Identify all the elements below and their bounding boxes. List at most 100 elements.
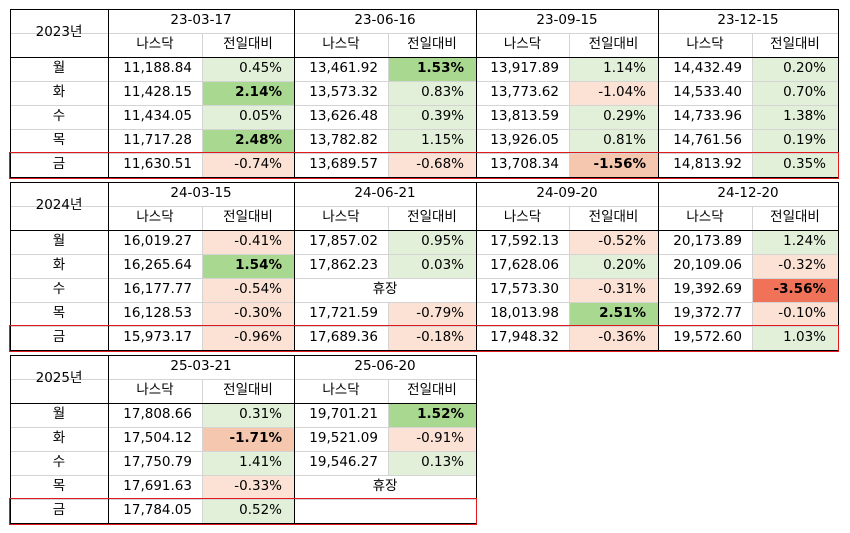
- change-value: -0.96%: [234, 329, 282, 346]
- nasdaq-value: 11,188.84: [123, 60, 192, 77]
- nasdaq-value: 16,128.53: [123, 305, 192, 322]
- change-value: 0.29%: [603, 108, 646, 125]
- change-value: -0.74%: [234, 156, 282, 173]
- change-cell-bg: [203, 452, 294, 475]
- change-cell-bg: [753, 255, 838, 278]
- nasdaq-value: 13,773.62: [490, 84, 559, 101]
- week-date-header: 25-03-21: [170, 358, 232, 375]
- nasdaq-value: 13,626.48: [309, 108, 378, 125]
- grid-line: [10, 302, 838, 303]
- change-cell-bg: [570, 231, 658, 254]
- nasdaq-value: 14,533.40: [673, 84, 742, 101]
- change-cell-bg: [203, 154, 294, 177]
- day-label: 월: [52, 233, 66, 250]
- nasdaq-value: 13,813.59: [490, 108, 559, 125]
- change-value: -0.68%: [416, 156, 464, 173]
- grid-line: [752, 206, 753, 350]
- nasdaq-value: 17,504.12: [123, 430, 192, 447]
- change-cell-bg: [753, 58, 838, 81]
- block-border: [10, 182, 11, 351]
- day-label: 금: [52, 329, 66, 346]
- change-value: 0.20%: [783, 60, 826, 77]
- year-label-2023: 2023년: [35, 24, 83, 41]
- block-border: [10, 355, 476, 356]
- nasdaq-value: 11,630.51: [123, 156, 192, 173]
- change-cell-bg: [570, 154, 658, 177]
- change-cell-bg: [753, 303, 838, 326]
- change-column-header: 전일대비: [588, 209, 639, 226]
- nasdaq-value: 16,177.77: [123, 281, 192, 298]
- nasdaq-value: 20,173.89: [673, 233, 742, 250]
- change-cell-bg: [203, 82, 294, 105]
- change-column-header: 전일대비: [770, 209, 820, 226]
- grid-line: [569, 33, 570, 177]
- day-label: 목: [52, 132, 66, 149]
- grid-line: [10, 33, 838, 34]
- grid-line: [388, 206, 389, 350]
- nasdaq-value: 11,434.05: [123, 108, 192, 125]
- change-column-header: 전일대비: [407, 382, 457, 399]
- change-value: -0.32%: [778, 257, 826, 274]
- change-value: 0.45%: [239, 60, 282, 77]
- grid-line: [752, 33, 753, 177]
- change-cell-bg: [389, 58, 476, 81]
- change-cell-bg: [389, 428, 476, 451]
- change-cell-bg: [753, 231, 838, 254]
- change-cell-bg: [203, 303, 294, 326]
- change-cell-bg: [570, 106, 658, 129]
- change-value: 2.14%: [235, 84, 282, 101]
- block-border: [10, 9, 11, 178]
- nasdaq-value: 16,019.27: [123, 233, 192, 250]
- nasdaq-value: 17,857.02: [309, 233, 378, 250]
- holiday-cell-bg: [295, 279, 475, 302]
- nasdaq-value: 20,109.06: [673, 257, 742, 274]
- change-cell-bg: [570, 327, 658, 350]
- change-value: 0.31%: [239, 406, 282, 423]
- nasdaq-column-header: 나스닥: [136, 209, 174, 226]
- change-value: 0.13%: [421, 454, 464, 471]
- nasdaq-value: 19,701.21: [309, 406, 378, 423]
- block-border: [10, 57, 838, 58]
- grid-line: [202, 379, 203, 523]
- nasdaq-value: 14,813.92: [673, 156, 742, 173]
- week-date-header: 25-06-20: [354, 358, 416, 375]
- change-value: -0.36%: [598, 329, 646, 346]
- nasdaq-value: 17,948.32: [490, 329, 559, 346]
- week-date-header: 24-06-21: [354, 185, 416, 202]
- change-cell-bg: [389, 452, 476, 475]
- change-cell-bg: [203, 58, 294, 81]
- change-value: -0.41%: [234, 233, 282, 250]
- change-value: -0.52%: [598, 233, 646, 250]
- change-cell-bg: [753, 130, 838, 153]
- change-value: -0.10%: [778, 305, 826, 322]
- change-value: 1.41%: [239, 454, 282, 471]
- change-cell-bg: [389, 303, 476, 326]
- week-date-header: 23-12-15: [717, 12, 779, 29]
- year-label-2024: 2024년: [35, 197, 83, 214]
- nasdaq-value: 13,708.34: [490, 156, 559, 173]
- block-border: [10, 182, 838, 183]
- nasdaq-value: 17,862.23: [309, 257, 378, 274]
- holiday-label: 휴장: [372, 281, 398, 298]
- block-border: [476, 9, 477, 178]
- grid-line: [10, 326, 838, 327]
- nasdaq-value: 17,691.63: [123, 478, 192, 495]
- day-label: 금: [52, 502, 66, 519]
- grid-line: [10, 278, 838, 279]
- nasdaq-column-header: 나스닥: [322, 382, 360, 399]
- nasdaq-value: 11,428.15: [123, 84, 192, 101]
- change-value: 1.03%: [783, 329, 826, 346]
- change-value: 1.54%: [235, 257, 282, 274]
- change-value: -0.54%: [234, 281, 282, 298]
- block-border: [10, 523, 476, 524]
- change-cell-bg: [753, 327, 838, 350]
- block-border: [10, 177, 838, 178]
- nasdaq-value: 17,808.66: [123, 406, 192, 423]
- day-label: 화: [52, 430, 66, 447]
- change-cell-bg: [389, 130, 476, 153]
- nasdaq-value: 13,926.05: [490, 132, 559, 149]
- change-cell-bg: [570, 130, 658, 153]
- change-value: -0.33%: [234, 478, 282, 495]
- change-value: -1.71%: [229, 430, 282, 447]
